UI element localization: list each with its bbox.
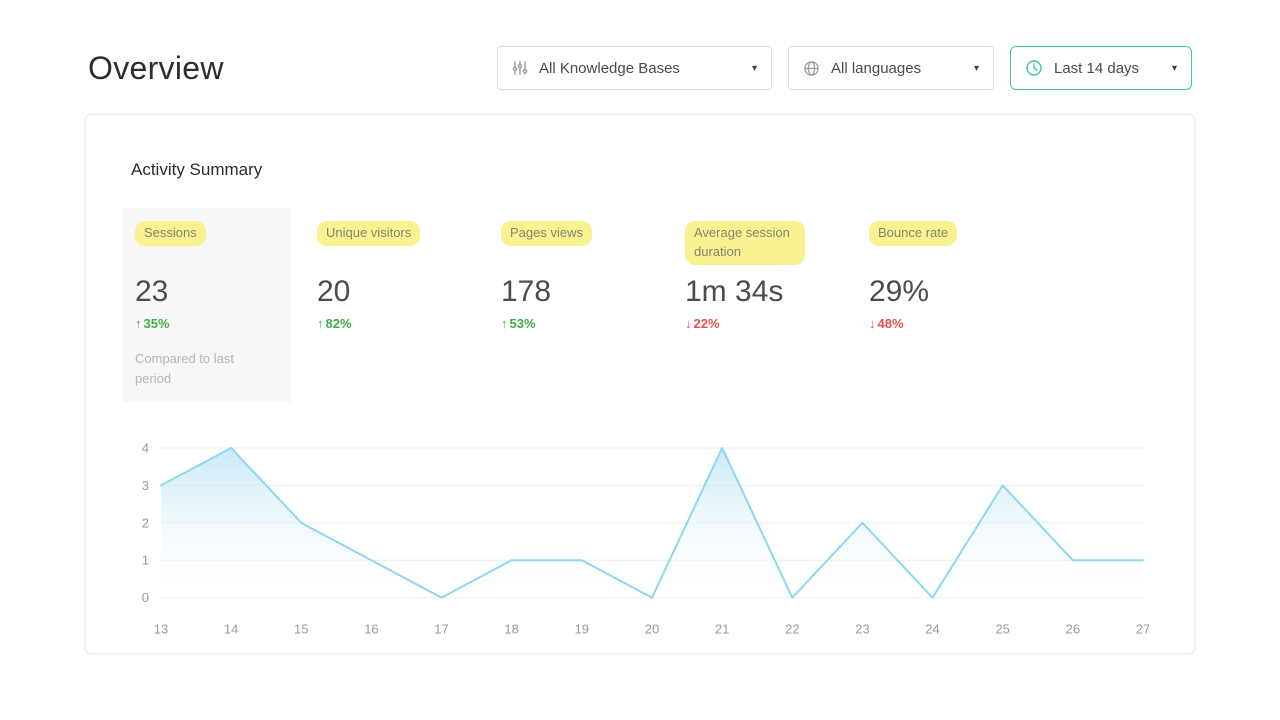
y-tick-label: 4 [142,441,149,456]
metric-change-value: 35% [143,316,170,331]
metric-pages-views[interactable]: Pages views 178 ↑ 53% [489,208,673,402]
metric-label: Bounce rate [869,221,958,246]
trend-down-icon: ↓ [869,316,876,331]
trend-down-icon: ↓ [685,316,692,331]
x-tick-label: 21 [715,622,729,637]
chevron-down-icon: ▾ [973,62,979,74]
metric-change-value: 48% [877,316,904,331]
metric-change-value: 53% [509,316,536,331]
x-tick-label: 23 [855,622,869,637]
activity-summary-card: Activity Summary Sessions 23 ↑ 35% Compar… [85,114,1195,654]
metric-change: ↑ 82% [317,316,477,331]
metric-value: 29% [869,275,930,308]
series-line [159,447,1144,599]
metric-sessions[interactable]: Sessions 23 ↑ 35% Compared to last period [123,208,291,403]
x-tick-label: 25 [995,622,1009,637]
x-tick-label: 17 [434,622,448,637]
metric-change-value: 22% [693,316,720,331]
metric-label: Unique visitors [317,221,421,246]
trend-up-icon: ↑ [501,316,508,331]
globe-icon [803,60,820,77]
x-tick-label: 14 [224,622,238,637]
metric-value: 1m 34s [685,275,784,308]
y-tick-label: 2 [142,516,149,531]
filters: All Knowledge Bases ▾ All languages ▾ [497,46,1192,90]
x-tick-label: 24 [925,622,939,637]
y-tick-label: 1 [142,553,149,568]
y-tick-label: 0 [142,590,149,605]
languages-dropdown[interactable]: All languages ▾ [788,46,994,90]
metric-change: ↑ 35% [135,316,279,331]
metric-unique-visitors[interactable]: Unique visitors 20 ↑ 82% [305,208,489,402]
metric-bounce-rate[interactable]: Bounce rate 29% ↓ 48% [857,208,1041,402]
page-title: Overview [88,49,224,86]
metric-value: 23 [135,275,169,308]
x-tick-label: 16 [364,622,378,637]
metric-change: ↓ 48% [869,316,1029,331]
metric-change-value: 82% [325,316,352,331]
sessions-chart: 0 1 2 3 4 13 14 15 16 17 18 19 20 21 22 23 24 25 26 27 [131,438,1149,642]
trend-up-icon: ↑ [135,316,142,331]
clock-icon [1025,59,1043,77]
x-tick-label: 15 [294,622,308,637]
knowledge-bases-icon [512,60,528,76]
x-tick-label: 13 [154,622,168,637]
metric-change: ↓ 22% [685,316,845,331]
x-tick-label: 27 [1136,622,1149,637]
metrics-row: Sessions 23 ↑ 35% Compared to last period… [123,208,1149,403]
x-tick-label: 18 [504,622,518,637]
x-tick-label: 20 [645,622,659,637]
card-title: Activity Summary [131,160,263,179]
date-range-dropdown[interactable]: Last 14 days ▾ [1010,46,1192,90]
chevron-down-icon: ▾ [751,62,757,74]
knowledge-bases-dropdown[interactable]: All Knowledge Bases ▾ [497,46,772,90]
x-tick-label: 19 [575,622,589,637]
metric-change: ↑ 53% [501,316,661,331]
metric-avg-session-duration[interactable]: Average session duration 1m 34s ↓ 22% [673,208,857,402]
metric-label: Sessions [135,221,206,246]
languages-value: All languages [831,59,922,77]
knowledge-bases-value: All Knowledge Bases [539,59,680,77]
metric-label: Pages views [501,221,592,246]
x-tick-label: 22 [785,622,799,637]
metric-value: 178 [501,275,552,308]
metric-note: Compared to last period [135,351,234,387]
x-tick-label: 26 [1066,622,1080,637]
trend-up-icon: ↑ [317,316,324,331]
topbar: Overview All Knowledge Bases ▾ All langu… [0,0,1280,90]
metric-value: 20 [317,275,351,308]
date-range-value: Last 14 days [1054,59,1140,77]
y-tick-label: 3 [142,478,149,493]
metric-label: Average session duration [685,221,805,265]
chevron-down-icon: ▾ [1171,62,1177,74]
